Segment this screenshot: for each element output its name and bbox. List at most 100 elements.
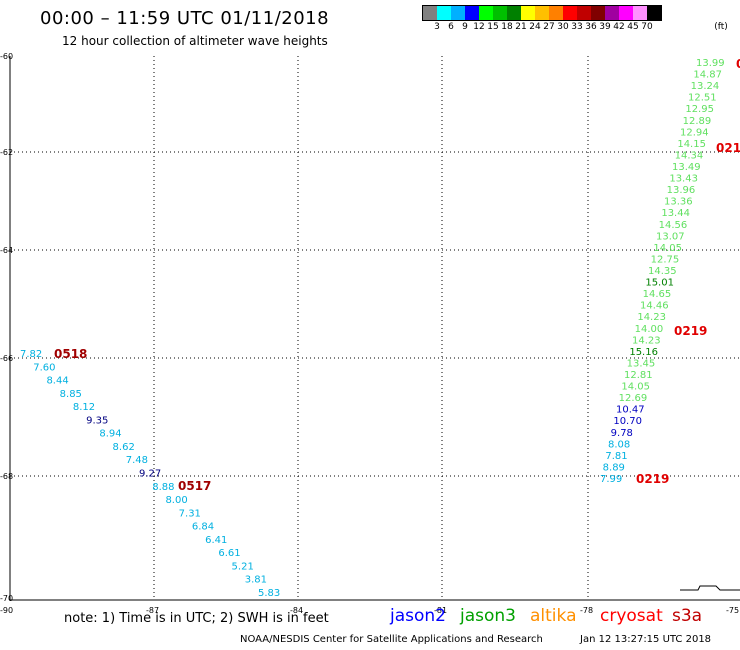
wave-height-value: 12.94: [680, 127, 709, 138]
y-tick-label: -66: [0, 354, 13, 363]
wave-height-value: 14.87: [693, 70, 722, 81]
wave-height-value: 9.35: [86, 415, 108, 426]
legend-label: 18: [501, 22, 513, 32]
legend-label: 9: [462, 22, 468, 32]
map-title: 00:00 – 11:59 UTC 01/11/2018: [40, 8, 330, 29]
wave-height-value: 14.23: [632, 335, 661, 346]
wave-height-value: 12.89: [683, 116, 712, 127]
credit-text: NOAA/NESDIS Center for Satellite Applica…: [240, 634, 543, 645]
wave-height-value: 13.45: [627, 358, 656, 369]
wave-height-value: 5.83: [258, 588, 280, 599]
legend-label: 42: [613, 22, 625, 32]
legend-swatch: [423, 6, 437, 20]
legend-swatch: [605, 6, 619, 20]
legend-swatch: [647, 6, 661, 20]
legend-label: 24: [529, 22, 541, 32]
wave-height-value: 13.99: [696, 58, 725, 69]
legend-swatch: [479, 6, 493, 20]
x-tick-label: -78: [580, 606, 593, 615]
pass-time-label: 0219: [716, 141, 740, 155]
map-grid: [10, 56, 740, 600]
wave-height-value: 14.56: [659, 220, 688, 231]
pass-labels: 0518 0517 0219 0219 0219 0: [54, 57, 740, 493]
wave-height-value: 8.08: [608, 439, 630, 450]
pass-time-label: 0517: [178, 479, 211, 493]
legend-label: 33: [571, 22, 583, 32]
wave-height-value: 13.07: [656, 231, 685, 242]
coastline: [680, 585, 740, 591]
wave-height-value: 15.01: [645, 278, 674, 289]
legend-label: 21: [515, 22, 527, 32]
legend-swatch: [451, 6, 465, 20]
wave-height-value: 8.88: [152, 482, 174, 493]
wave-height-value: 8.89: [603, 462, 625, 473]
legend-label: 30: [557, 22, 569, 32]
wave-height-value: 7.60: [33, 362, 55, 373]
wave-height-value: 13.44: [661, 208, 690, 219]
pass-time-label: 0219: [674, 324, 707, 338]
wave-height-value: 14.34: [675, 150, 704, 161]
wave-height-value: 12.51: [688, 93, 717, 104]
axis-ticks: -90 -87 -84 -81 -78 -75 -60 -62 -64 -66 -68 -70: [0, 52, 739, 615]
altimeter-track-right: 13.9914.8713.2412.5112.9512.8912.9414.15…: [600, 58, 725, 485]
wave-height-value: 14.05: [621, 382, 650, 393]
pass-time-label: 0219: [636, 472, 669, 486]
wave-height-value: 13.49: [672, 162, 701, 173]
legend-label: 39: [599, 22, 611, 32]
wave-height-value: 10.70: [613, 416, 642, 427]
wave-height-value: 7.81: [605, 451, 627, 462]
legend-label: 70: [641, 22, 653, 32]
wave-height-value: 14.46: [640, 301, 669, 312]
wave-height-value: 7.31: [179, 508, 201, 519]
x-tick-label: -87: [146, 606, 159, 615]
x-tick-label: -81: [434, 606, 447, 615]
generation-timestamp: Jan 12 13:27:15 UTC 2018: [580, 634, 712, 645]
wave-height-value: 12.81: [624, 370, 653, 381]
altimeter-track-left: 7.82 7.60 8.44 8.85 8.12 9.35 8.94 8.62 7.48 9.27…: [20, 349, 280, 599]
pass-time-label: 0518: [54, 347, 87, 361]
wave-height-value: 8.44: [46, 376, 68, 387]
wave-height-value: 8.12: [73, 402, 95, 413]
y-tick-label: -70: [0, 594, 13, 603]
wave-height-value: 14.35: [648, 266, 677, 277]
wave-height-value: 12.75: [651, 254, 680, 265]
legend-swatch: [437, 6, 451, 20]
wave-height-value: 12.95: [685, 104, 714, 115]
x-tick-label: -84: [290, 606, 303, 615]
wave-height-value: 3.81: [245, 575, 267, 586]
wave-height-value: 9.27: [139, 469, 161, 480]
legend-label: 6: [448, 22, 454, 32]
wave-height-value: 12.69: [619, 393, 648, 404]
wave-height-value: 9.78: [611, 428, 633, 439]
legend-swatch: [507, 6, 521, 20]
y-tick-label: -60: [0, 52, 13, 61]
legend-swatch: [549, 6, 563, 20]
legend-swatch: [535, 6, 549, 20]
legend-unit: (ft): [714, 22, 728, 32]
y-tick-label: -62: [0, 148, 13, 157]
wave-height-value: 6.41: [205, 535, 227, 546]
coastline-path: [680, 585, 740, 591]
y-tick-label: -68: [0, 472, 13, 481]
wave-height-value: 15.16: [629, 347, 658, 358]
wave-height-value: 14.23: [637, 312, 666, 323]
color-legend: [422, 5, 662, 21]
y-tick-label: -64: [0, 246, 13, 255]
wave-height-value: 8.00: [165, 495, 187, 506]
legend-label: 36: [585, 22, 597, 32]
wave-height-value: 6.61: [218, 548, 240, 559]
legend-label: 27: [543, 22, 555, 32]
wave-height-value: 5.21: [232, 561, 254, 572]
map-subtitle: 12 hour collection of altimeter wave hei…: [62, 34, 328, 48]
wave-height-value: 13.24: [691, 81, 720, 92]
legend-swatch: [619, 6, 633, 20]
satellite-cryosat: cryosat: [600, 606, 663, 626]
wave-height-value: 8.85: [60, 389, 82, 400]
wave-height-value: 13.96: [667, 185, 696, 196]
wave-height-value: 14.05: [653, 243, 682, 254]
satellite-s3a: s3a: [672, 606, 703, 626]
footer-note: note: 1) Time is in UTC; 2) SWH is in fe…: [64, 611, 329, 626]
map-frame: [9, 56, 740, 601]
legend-swatch: [591, 6, 605, 20]
